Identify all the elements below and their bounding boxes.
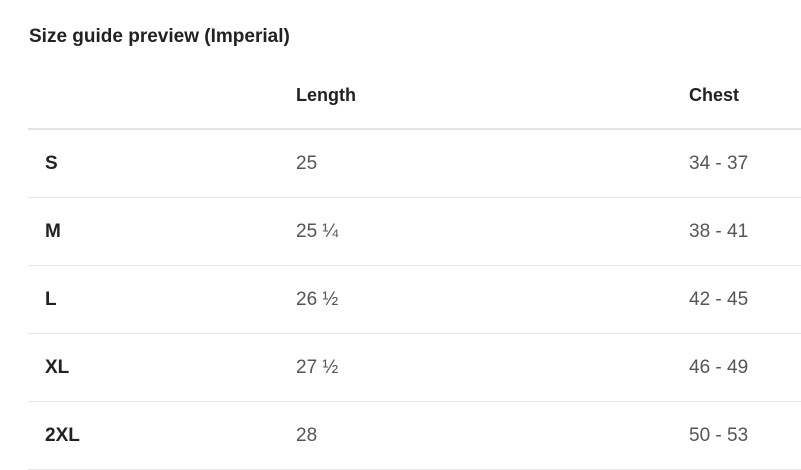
cell-length: 25: [296, 129, 689, 198]
cell-length: 26 ½: [296, 265, 689, 334]
cell-chest: 42 - 45: [689, 265, 801, 334]
cell-size: S: [28, 129, 296, 198]
cell-length: 27 ½: [296, 333, 689, 402]
cell-chest: 38 - 41: [689, 197, 801, 266]
header-chest: Chest: [689, 62, 801, 130]
header-size: [28, 62, 296, 130]
header-length: Length: [296, 62, 689, 130]
table-row: M 25 ¼ 38 - 41: [28, 197, 801, 266]
header-row: Length Chest: [28, 62, 801, 130]
table-row: S 25 34 - 37: [28, 129, 801, 198]
cell-size: M: [28, 197, 296, 266]
cell-size: XL: [28, 333, 296, 402]
cell-length: 28: [296, 401, 689, 470]
cell-size: 2XL: [28, 401, 296, 470]
size-table: Length Chest S 25 34 - 37 M 25 ¼ 38 - 41 L 26 ½…: [28, 62, 801, 470]
cell-chest: 50 - 53: [689, 401, 801, 470]
table-row: XL 27 ½ 46 - 49: [28, 333, 801, 402]
cell-chest: 46 - 49: [689, 333, 801, 402]
table-row: L 26 ½ 42 - 45: [28, 265, 801, 334]
page-title: Size guide preview (Imperial): [29, 26, 290, 47]
cell-length: 25 ¼: [296, 197, 689, 266]
table-row: 2XL 28 50 - 53: [28, 401, 801, 470]
cell-chest: 34 - 37: [689, 129, 801, 198]
cell-size: L: [28, 265, 296, 334]
